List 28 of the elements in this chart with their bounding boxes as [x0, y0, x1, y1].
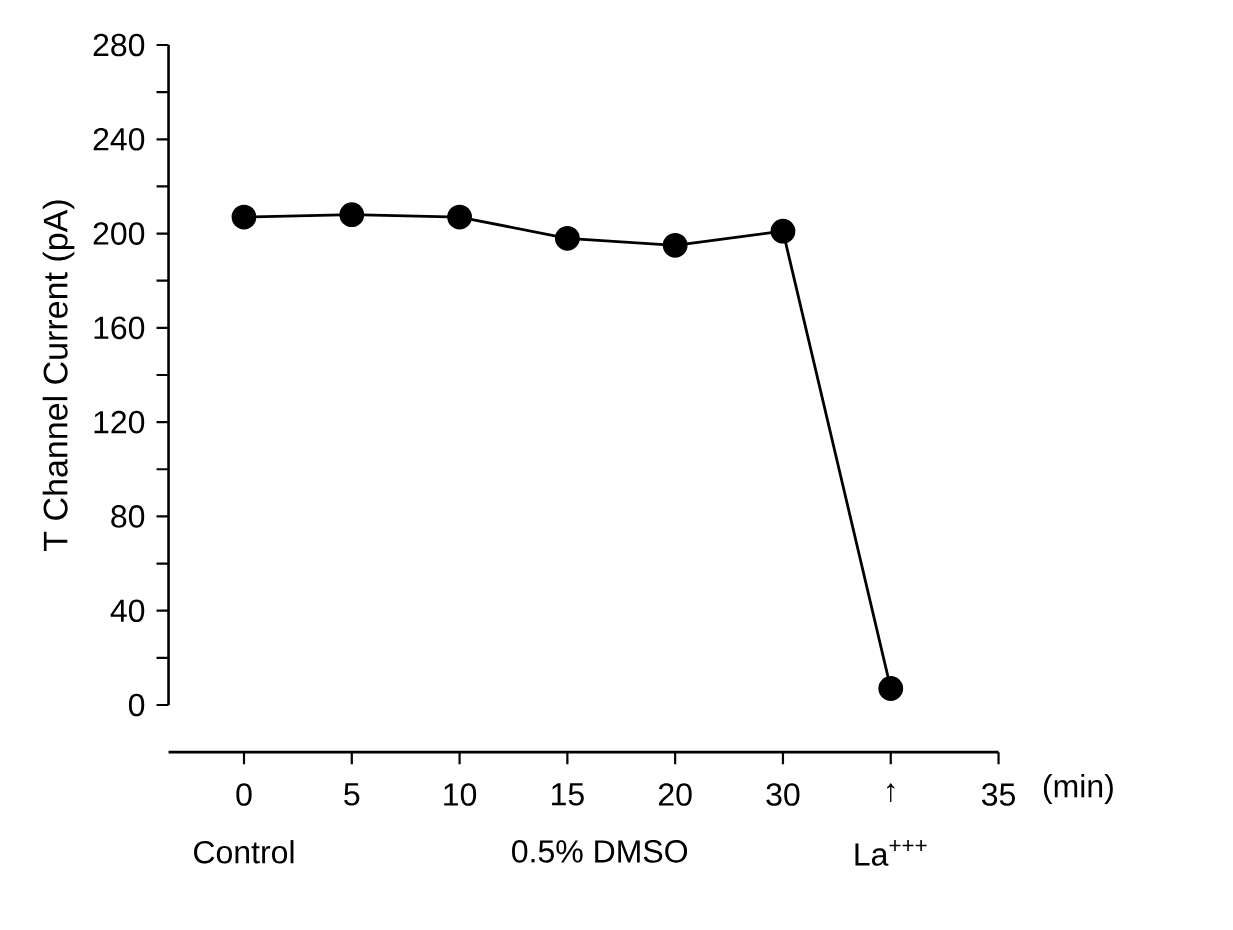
x-tick-label: 15 — [552, 783, 584, 806]
y-tick-label: 120 — [94, 410, 145, 434]
text: 0.5% DMSO — [512, 840, 688, 863]
point — [339, 202, 365, 228]
x-tick-label: 35 — [981, 783, 1015, 806]
y-tick-label: 40 — [110, 599, 145, 623]
y-tick-label: 80 — [111, 505, 145, 528]
text: La$^{+++}$ — [855, 840, 927, 866]
x-tick-label: 10 — [444, 783, 477, 806]
text: (min) — [1043, 774, 1113, 804]
y-tick-label: 280 — [93, 33, 145, 57]
x-tick-label: ↑ — [886, 783, 895, 803]
y-tick-label: 200 — [93, 222, 145, 245]
x-tick-label: 20 — [658, 783, 692, 806]
point — [231, 204, 257, 230]
point — [447, 204, 472, 230]
y-tick-label: 240 — [93, 127, 145, 151]
point — [878, 676, 904, 701]
y-axis-title: T Channel Current (pA) — [42, 200, 75, 551]
x-tick-label: 30 — [766, 783, 800, 806]
x-tick-label: 5 — [344, 783, 360, 806]
point — [554, 225, 580, 251]
point — [662, 232, 688, 258]
point — [770, 218, 796, 244]
text: Control — [194, 840, 294, 864]
y-tick-label: 160 — [94, 316, 145, 340]
y-tick-label: 0 — [128, 693, 145, 717]
x-tick-label: 0 — [236, 783, 252, 806]
